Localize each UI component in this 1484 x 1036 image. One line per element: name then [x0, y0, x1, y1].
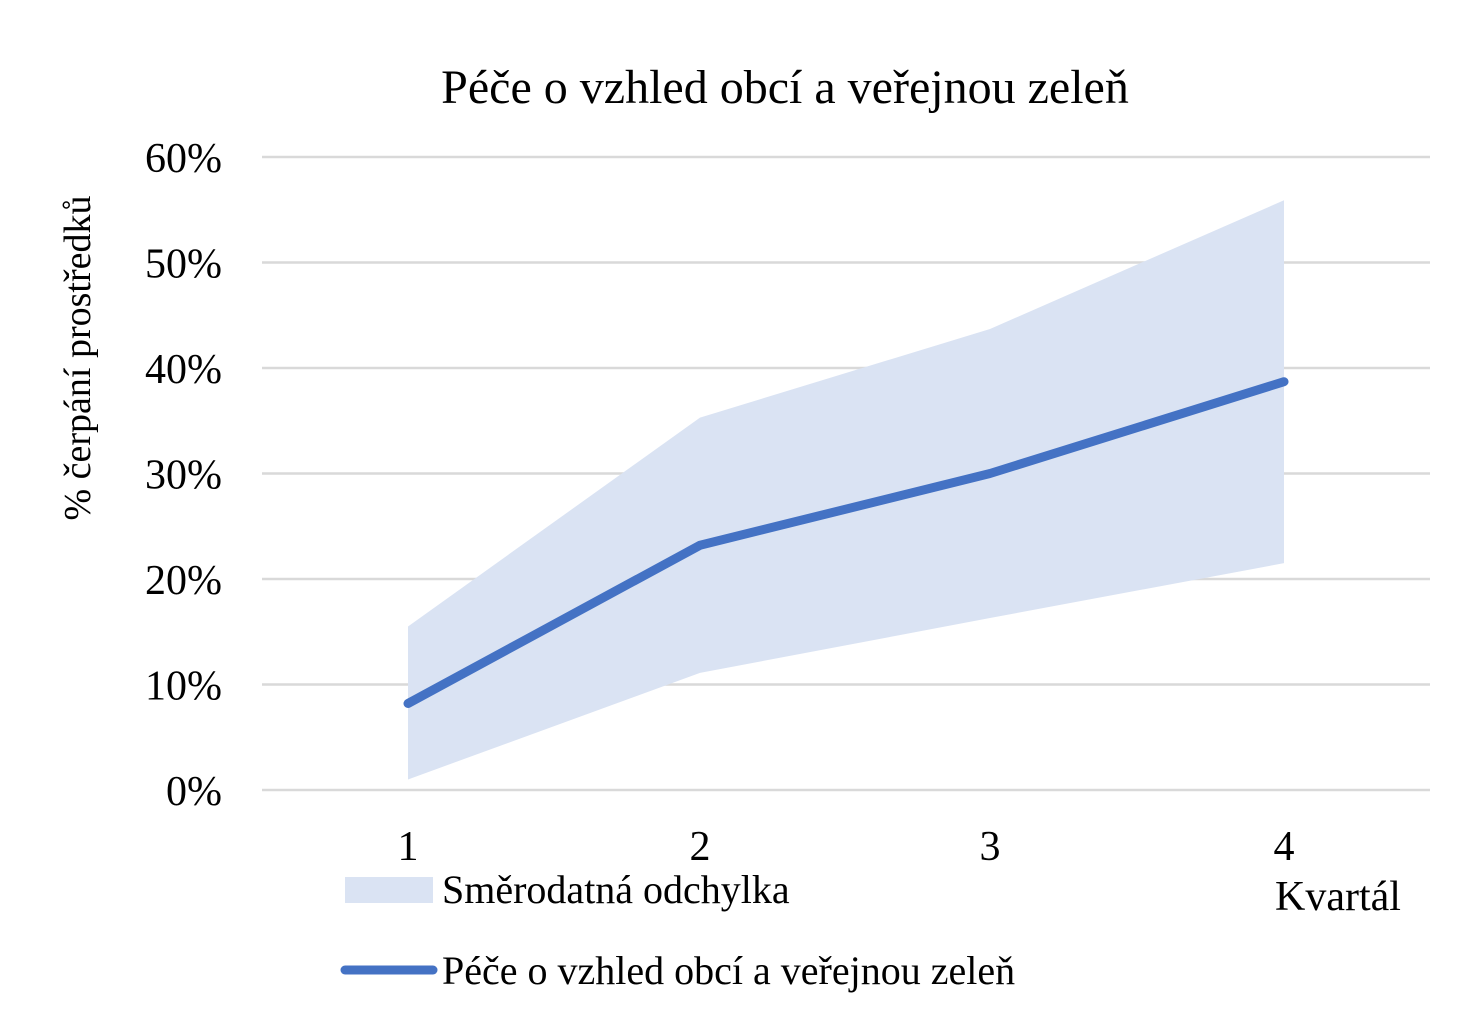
- chart-title: Péče o vzhled obcí a veřejnou zeleň: [441, 61, 1129, 114]
- std-dev-band-layer: [408, 200, 1284, 779]
- y-tick-label: 60%: [145, 136, 222, 182]
- y-tick-label: 50%: [145, 242, 222, 288]
- y-tick-label: 40%: [145, 347, 222, 393]
- legend-label-line: Péče o vzhled obcí a veřejnou zeleň: [442, 948, 1015, 993]
- x-axis-ticks: 1 2 3 4: [398, 824, 1295, 870]
- y-tick-label: 30%: [145, 453, 222, 499]
- y-axis-ticks: 0% 10% 20% 30% 40% 50% 60%: [145, 136, 222, 815]
- x-tick-label: 1: [398, 824, 419, 870]
- x-tick-label: 4: [1274, 824, 1295, 870]
- y-tick-label: 0%: [166, 769, 222, 815]
- x-axis-label: Kvartál: [1275, 874, 1401, 920]
- legend-label-std-dev: Směrodatná odchylka: [442, 867, 790, 912]
- y-tick-label: 10%: [145, 664, 222, 710]
- std-dev-band: [408, 200, 1284, 779]
- x-tick-label: 2: [690, 824, 711, 870]
- x-tick-label: 3: [980, 824, 1001, 870]
- y-axis-label: % čerpání prostředků: [57, 196, 99, 521]
- legend-swatch-std-dev: [345, 877, 433, 903]
- legend: Směrodatná odchylka Péče o vzhled obcí a…: [345, 867, 1015, 993]
- y-tick-label: 20%: [145, 558, 222, 604]
